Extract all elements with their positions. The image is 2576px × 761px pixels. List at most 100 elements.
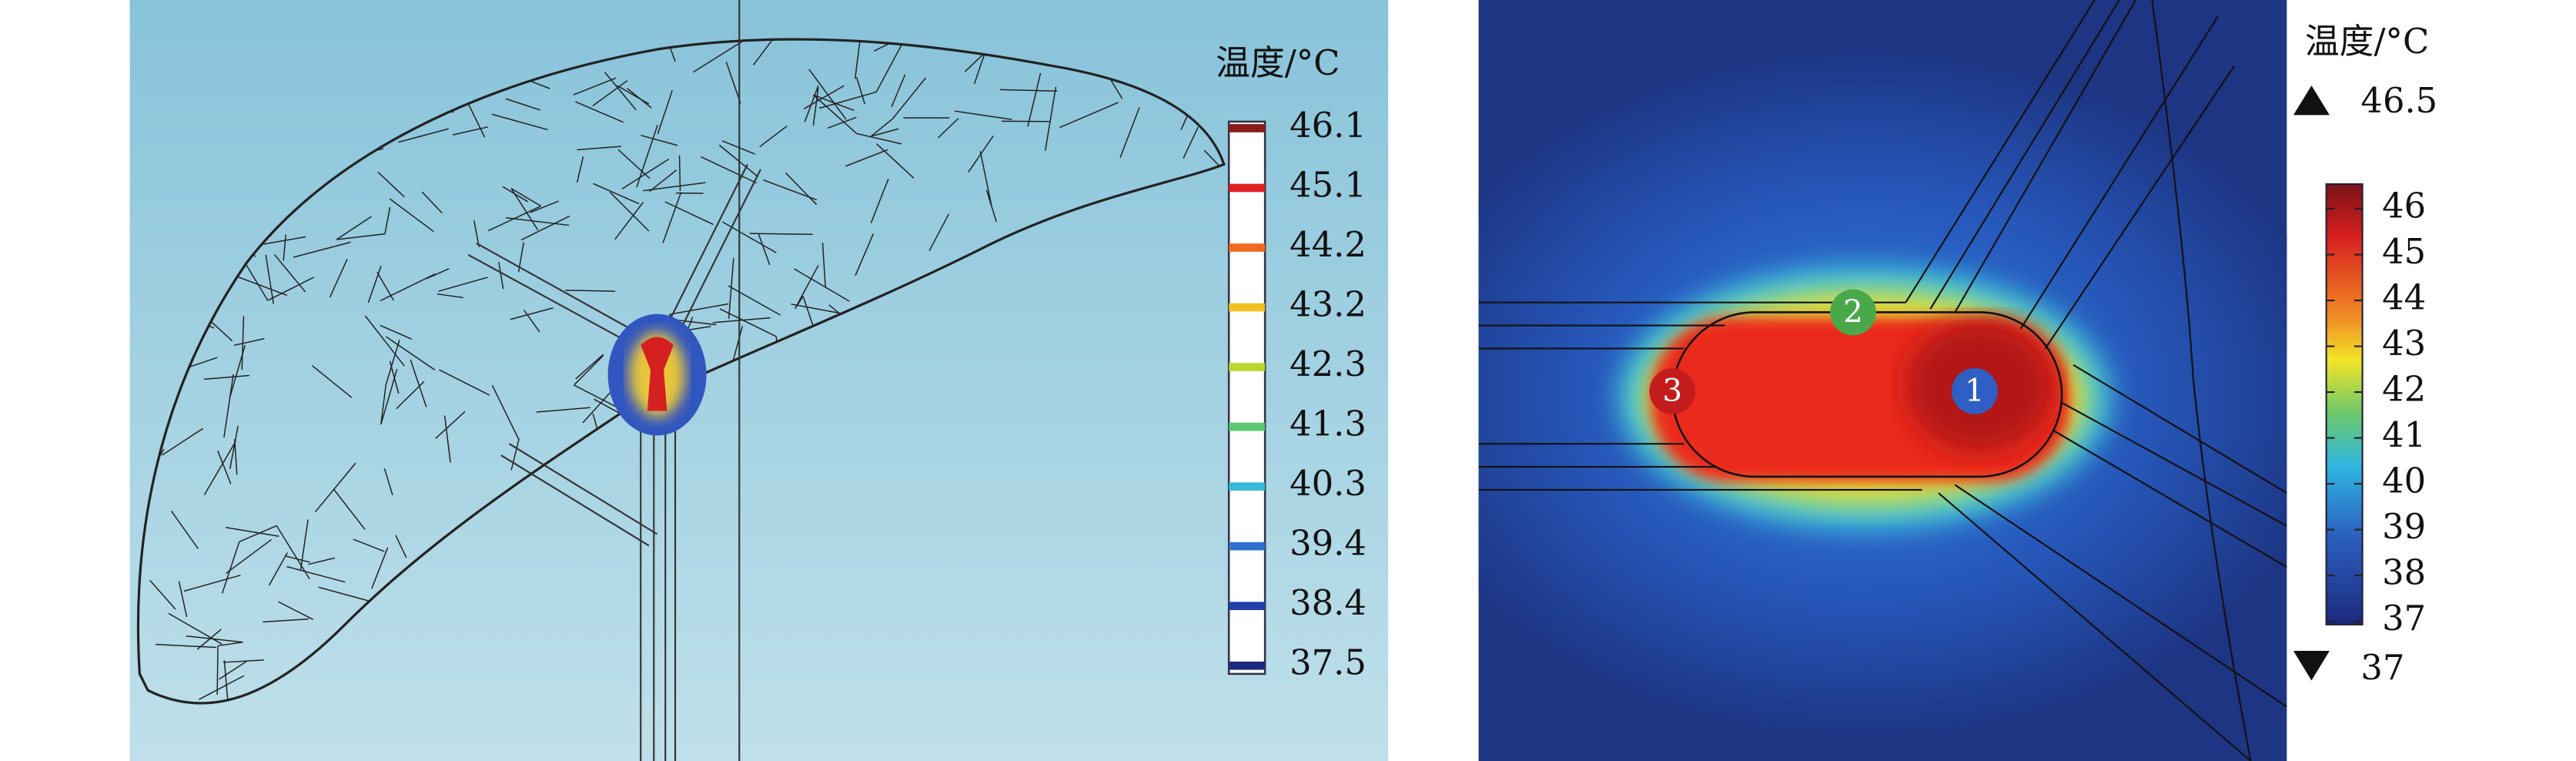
marker-label: 3 (1662, 372, 1682, 409)
mesh-line (576, 156, 584, 183)
mesh-line (821, 242, 826, 287)
left-background (129, 0, 1389, 761)
mesh-line (505, 98, 541, 111)
tick-label: 38 (2382, 552, 2426, 593)
mesh-line (892, 77, 927, 120)
mesh-line (609, 191, 650, 232)
mesh-line (276, 525, 310, 580)
mesh-line (421, 191, 443, 214)
marker-label: 1 (1965, 372, 1985, 409)
mesh-line (183, 575, 241, 592)
mesh-line (728, 285, 781, 316)
mesh-line (758, 233, 771, 266)
mesh-line (573, 355, 604, 386)
mesh-line (336, 216, 372, 240)
tick-label: 46.1 (1290, 105, 1367, 146)
mesh-line (286, 565, 346, 583)
mesh-line (385, 336, 436, 370)
mesh-line (530, 200, 559, 213)
mesh-line (999, 89, 1058, 92)
tick-label: 37 (2382, 598, 2426, 639)
mesh-line (752, 39, 783, 65)
mesh-line (274, 254, 306, 293)
mesh-line (818, 91, 877, 109)
mesh-line (1044, 86, 1057, 151)
mesh-line (510, 307, 554, 320)
mesh-line (701, 156, 758, 184)
mesh-line (1059, 102, 1119, 129)
mesh-line (223, 660, 231, 703)
mesh-line (510, 437, 520, 471)
mesh-line (380, 324, 413, 340)
mesh-line (293, 241, 351, 258)
marker-label: 2 (1843, 293, 1863, 330)
mesh-line (712, 317, 771, 324)
marker-dot (1830, 289, 1876, 336)
mesh-line (891, 74, 906, 108)
mesh-line (263, 618, 309, 623)
mesh-line (487, 205, 541, 232)
tick-label: 41.3 (1290, 404, 1367, 444)
mesh-line (119, 369, 132, 426)
mesh-line (510, 188, 541, 207)
mesh-line (575, 101, 624, 123)
mesh-line (353, 538, 385, 552)
tick-label: 45.1 (1290, 164, 1367, 205)
mesh-line (216, 645, 219, 696)
mesh-line (329, 259, 348, 298)
mesh-line (794, 268, 850, 302)
mesh-line (662, 192, 682, 243)
right-colorbar (2325, 183, 2364, 625)
markers: 1 2 3 (1649, 289, 1998, 414)
mesh-line (812, 87, 819, 126)
mesh-line (225, 526, 279, 538)
colorbar-stripe (1229, 183, 1266, 193)
colorbar-stripe (1229, 422, 1266, 431)
mesh-line (203, 441, 236, 495)
mesh-line (791, 303, 845, 315)
mesh-line (749, 233, 813, 236)
tick-label: 42.3 (1290, 344, 1367, 384)
mesh-line (763, 179, 818, 201)
left-legend-ticks: 46.1 45.1 44.2 43.2 42.3 41.3 40.3 39.4 38.4 37.5 (1229, 105, 1367, 683)
mesh-line (692, 41, 742, 73)
colorbar-stripe (1229, 363, 1266, 371)
left-legend-title: 温度/°C (1216, 42, 1340, 83)
tick-label: 37.5 (1290, 642, 1367, 683)
mesh-line (854, 39, 863, 79)
mesh-line (577, 146, 622, 151)
mesh-line (178, 581, 188, 618)
needles (467, 0, 761, 761)
colorbar-stripe (1229, 602, 1266, 611)
mesh-line (196, 629, 222, 650)
colorbar-stripe (1229, 303, 1266, 312)
mesh-line (217, 642, 243, 647)
mesh-line (565, 290, 616, 292)
mesh-line (657, 90, 673, 135)
mesh-line (855, 233, 875, 277)
mesh-line (234, 439, 238, 475)
mesh-line (233, 337, 265, 347)
tick-label: 39 (2382, 506, 2426, 547)
mesh-line (813, 94, 858, 134)
mesh-line (497, 261, 504, 290)
mesh-line (452, 126, 488, 136)
mesh-line (593, 183, 640, 205)
mesh-line (725, 62, 741, 104)
mesh-line (283, 234, 286, 261)
mesh-line (856, 132, 902, 145)
mesh-line (669, 303, 729, 315)
mesh-line (217, 451, 232, 484)
mesh-line (376, 271, 394, 301)
mesh-line (186, 635, 243, 643)
mesh-line (229, 425, 239, 469)
tick-label: 46 (2382, 186, 2426, 226)
tick-label: 40 (2382, 461, 2426, 501)
mesh-line (502, 186, 529, 203)
tick-label: 38.4 (1290, 582, 1367, 623)
mesh-line (803, 85, 845, 109)
mesh-line (491, 384, 520, 440)
mesh-line (1183, 126, 1199, 159)
